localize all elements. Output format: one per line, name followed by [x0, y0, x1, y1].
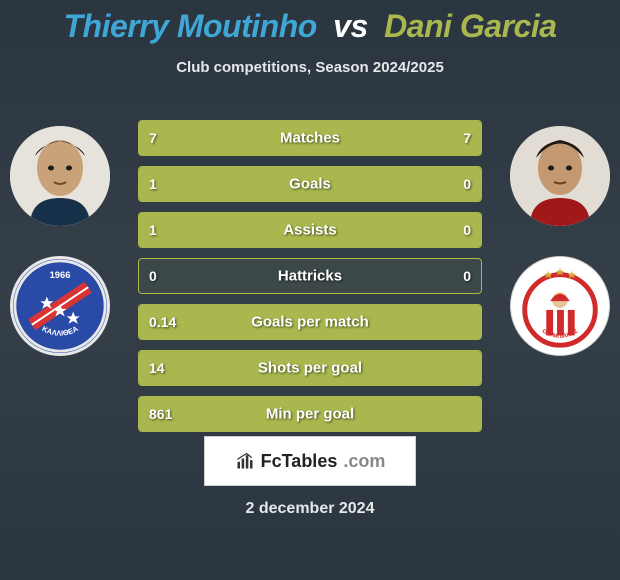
player1-club-badge: 1966 ΚΑΛΛΙΘΕΑ — [10, 256, 110, 356]
stat-label: Goals — [139, 176, 481, 193]
player2-name: Dani Garcia — [384, 8, 556, 44]
player2-silhouette-icon — [510, 126, 610, 226]
chart-icon — [235, 451, 255, 471]
stat-label: Hattricks — [139, 268, 481, 285]
stat-value-right: 0 — [463, 176, 471, 192]
stat-row: Min per goal861 — [138, 396, 482, 432]
left-badge-icon: 1966 ΚΑΛΛΙΘΕΑ — [13, 259, 107, 353]
stat-value-left: 7 — [149, 130, 157, 146]
stat-value-left: 1 — [149, 222, 157, 238]
player1-avatar — [10, 126, 110, 226]
left-column: 1966 ΚΑΛΛΙΘΕΑ — [10, 126, 110, 356]
player2-club-badge: ΟΛΥΜΠΙΑΚΟΣ — [510, 256, 610, 356]
stat-label: Assists — [139, 222, 481, 239]
stat-value-left: 14 — [149, 360, 165, 376]
comparison-title: Thierry Moutinho vs Dani Garcia — [0, 0, 620, 45]
player1-name: Thierry Moutinho — [63, 8, 316, 44]
player2-avatar — [510, 126, 610, 226]
stat-value-left: 861 — [149, 406, 172, 422]
svg-text:1966: 1966 — [50, 269, 71, 280]
stat-label: Goals per match — [139, 314, 481, 331]
stat-row: Shots per goal14 — [138, 350, 482, 386]
player1-silhouette-icon — [10, 126, 110, 226]
right-badge-icon: ΟΛΥΜΠΙΑΚΟΣ — [511, 257, 609, 355]
stat-label: Matches — [139, 130, 481, 147]
stat-row: Hattricks0 0 — [138, 258, 482, 294]
stat-row: Goals per match0.14 — [138, 304, 482, 340]
stat-label: Min per goal — [139, 406, 481, 423]
stat-value-left: 1 — [149, 176, 157, 192]
brand-box[interactable]: FcTables.com — [204, 436, 416, 486]
stat-value-right: 7 — [463, 130, 471, 146]
stat-label: Shots per goal — [139, 360, 481, 377]
stat-value-left: 0.14 — [149, 314, 176, 330]
stat-row: Goals1 0 — [138, 166, 482, 202]
stat-value-right: 0 — [463, 268, 471, 284]
subtitle: Club competitions, Season 2024/2025 — [0, 59, 620, 76]
stat-row: Matches7 7 — [138, 120, 482, 156]
stat-value-left: 0 — [149, 268, 157, 284]
brand-suffix: .com — [343, 451, 385, 472]
right-column: ΟΛΥΜΠΙΑΚΟΣ — [510, 126, 610, 356]
brand-name: FcTables — [261, 451, 338, 472]
stat-value-right: 0 — [463, 222, 471, 238]
vs-text: vs — [333, 8, 368, 44]
stat-rows: Matches77Goals10Assists10Hattricks00Goal… — [138, 120, 482, 432]
stat-row: Assists1 0 — [138, 212, 482, 248]
date-text: 2 december 2024 — [0, 500, 620, 518]
